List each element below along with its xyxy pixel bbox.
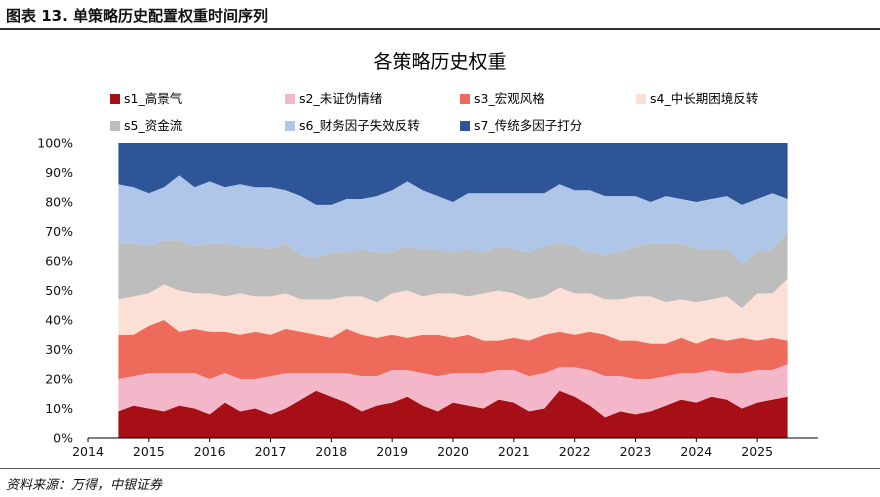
footer-rule <box>0 468 880 469</box>
y-tick-label: 80% <box>45 195 73 210</box>
x-tick-label: 2014 <box>72 444 104 459</box>
y-tick-label: 10% <box>45 401 73 416</box>
area-series-1 <box>118 390 788 438</box>
legend-swatch-s6 <box>285 121 295 131</box>
legend-label-s1: s1_高景气 <box>124 91 183 106</box>
stacked-area-chart: 0% 10% 20% 30% 40% 50% 60% 70% 80% 90% 100% 2014 201… <box>37 136 818 459</box>
x-tick-label: 2022 <box>559 444 591 459</box>
chart-title: 各策略历史权重 <box>373 51 507 73</box>
area-series-5 <box>118 231 788 309</box>
figure-label: 图表 13. 单策略历史配置权重时间序列 <box>6 7 269 25</box>
legend-label-s5: s5_资金流 <box>124 118 183 133</box>
x-tick-label: 2025 <box>741 444 773 459</box>
legend-swatch-s4 <box>636 94 646 104</box>
legend-swatch-s7 <box>460 121 470 131</box>
legend-label-s4: s4_中长期困境反转 <box>650 91 759 106</box>
legend-label-s6: s6_财务因子失效反转 <box>299 118 420 133</box>
y-tick-label: 90% <box>45 165 73 180</box>
x-tick-label: 2020 <box>437 444 469 459</box>
legend-swatch-s3 <box>460 94 470 104</box>
legend-swatch-s1 <box>110 94 120 104</box>
legend-label-s2: s2_未证伪情绪 <box>299 91 383 106</box>
legend-item-s1: s1_高景气 <box>110 88 182 107</box>
y-tick-label: 50% <box>45 283 73 298</box>
x-tick-label: 2016 <box>194 444 226 459</box>
legend-swatch-s2 <box>285 94 295 104</box>
figure-header: 图表 13. 单策略历史配置权重时间序列 <box>0 0 880 30</box>
legend-label-s7: s7_传统多因子打分 <box>474 118 583 133</box>
y-tick-label: 40% <box>45 313 73 328</box>
legend-item-s5: s5_资金流 <box>110 115 182 134</box>
legend-item-s4: s4_中长期困境反转 <box>636 88 758 107</box>
y-tick-label: 20% <box>45 372 73 387</box>
x-tick-label: 2015 <box>133 444 165 459</box>
area-series-4 <box>118 278 788 344</box>
y-tick-label: 60% <box>45 254 73 269</box>
legend-item-s2: s2_未证伪情绪 <box>285 88 382 107</box>
legend-item-s7: s7_传统多因子打分 <box>460 115 582 134</box>
legend-label-s3: s3_宏观风格 <box>474 91 545 106</box>
x-tick-label: 2021 <box>498 444 530 459</box>
area-series-6 <box>118 175 788 264</box>
area-series-7 <box>118 143 788 205</box>
area-series-2 <box>118 364 788 418</box>
legend-swatch-s5 <box>110 121 120 131</box>
x-tick-label: 2024 <box>680 444 712 459</box>
x-tick-label: 2018 <box>315 444 347 459</box>
area-series-3 <box>118 320 788 379</box>
source-note: 资料来源：万得，中银证券 <box>6 478 163 493</box>
x-tick-label: 2019 <box>376 444 408 459</box>
x-tick-label: 2023 <box>620 444 652 459</box>
y-tick-label: 30% <box>45 342 73 357</box>
legend-item-s6: s6_财务因子失效反转 <box>285 115 420 134</box>
y-tick-label: 100% <box>37 136 73 151</box>
x-tick-label: 2017 <box>255 444 287 459</box>
legend-item-s3: s3_宏观风格 <box>460 88 545 107</box>
y-tick-label: 70% <box>45 224 73 239</box>
y-tick-label: 0% <box>53 431 73 446</box>
header-rule <box>0 28 880 30</box>
